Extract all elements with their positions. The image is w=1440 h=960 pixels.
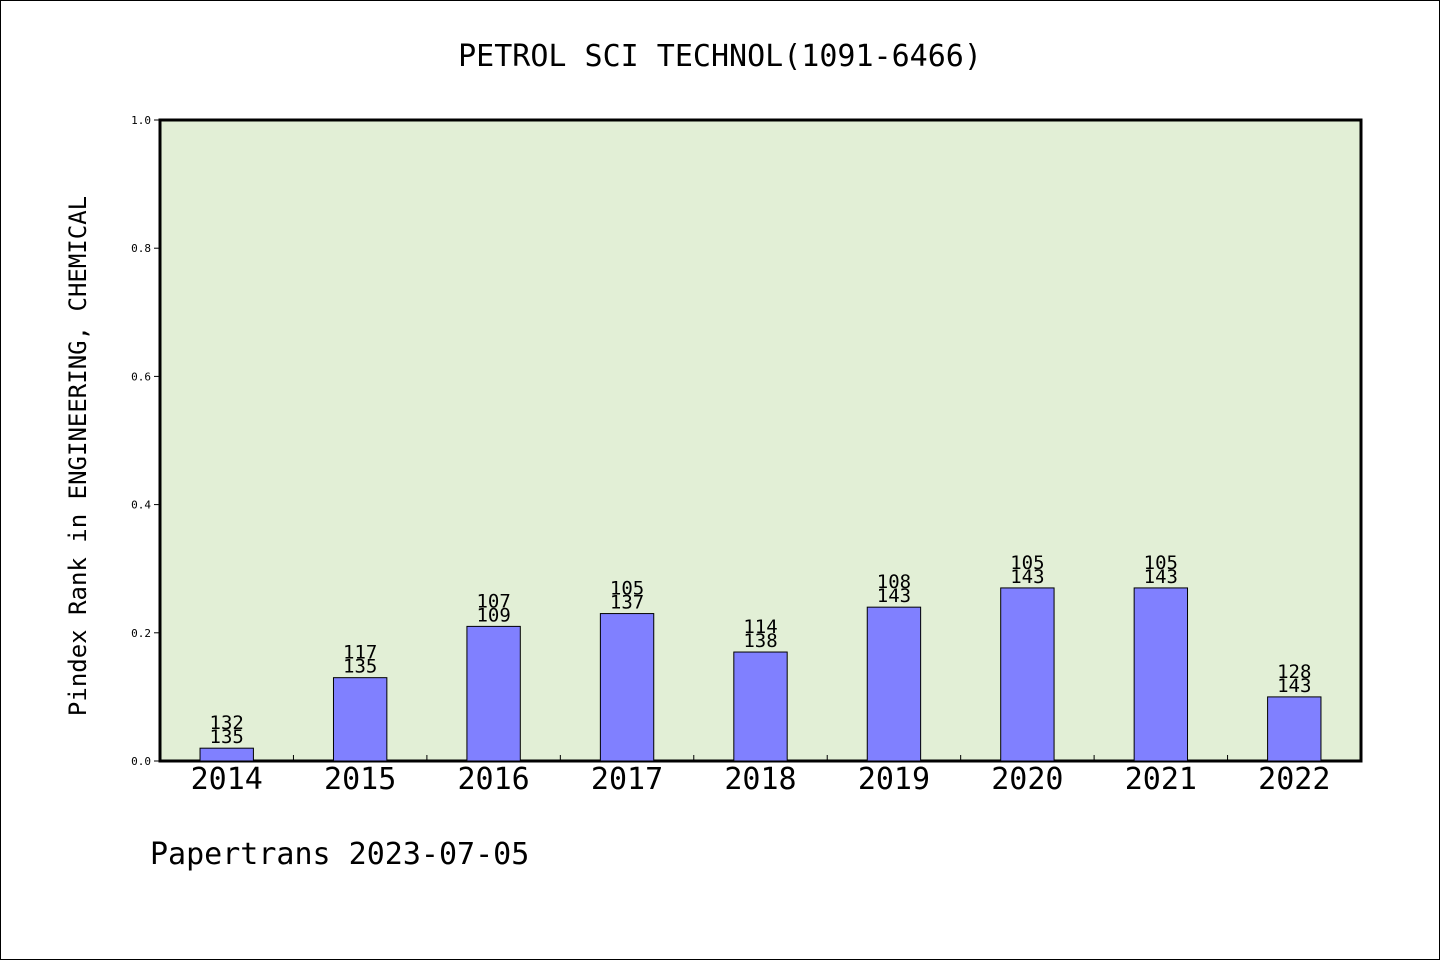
bar-total-label: 135	[343, 656, 377, 678]
y-tick-label: 0.8	[131, 242, 151, 255]
bar-2014	[199, 747, 254, 762]
footer-source-date: Papertrans 2023-07-05	[150, 837, 529, 872]
x-tick-label: 2016	[457, 762, 529, 797]
bar-total-label: 137	[610, 592, 644, 614]
x-tick-label: 2020	[991, 762, 1063, 797]
bar-rank-label: 105	[1010, 552, 1044, 574]
bar-2016	[466, 625, 521, 762]
bar-rank-label: 108	[877, 571, 911, 593]
y-tick-label: 0.2	[131, 627, 151, 640]
y-tick-label: 0.6	[131, 370, 151, 383]
y-tick-label: 1.0	[131, 114, 151, 127]
x-tick-label: 2022	[1258, 762, 1330, 797]
bar-2021	[1133, 587, 1189, 762]
x-tick-label: 2018	[724, 762, 796, 797]
bar-total-label: 135	[210, 726, 244, 748]
bar-total-label: 138	[743, 630, 777, 652]
bar-2017	[599, 613, 655, 762]
bar-total-label: 143	[1277, 675, 1311, 697]
bars-group: 1321351171351071091051371141381081431051…	[199, 552, 1322, 762]
bar-rank-label: 107	[476, 590, 510, 612]
bar-2019	[866, 606, 922, 762]
chart-title: PETROL SCI TECHNOL(1091-6466)	[458, 39, 982, 74]
bar-total-label: 109	[476, 604, 510, 626]
x-tick-label: 2021	[1125, 762, 1197, 797]
bar-rank-label: 128	[1277, 661, 1311, 683]
y-tick-label: 0.4	[131, 499, 151, 512]
bar-total-label: 143	[1144, 566, 1178, 588]
bar-2022	[1267, 696, 1322, 762]
y-axis-label: Pindex Rank in ENGINEERING, CHEMICAL	[64, 196, 92, 716]
bar-total-label: 143	[877, 585, 911, 607]
bar-rank-label: 117	[343, 642, 377, 664]
y-tick-label: 0.0	[131, 755, 151, 768]
x-tick-label: 2014	[191, 762, 263, 797]
bar-rank-label: 105	[1144, 552, 1178, 574]
bar-2015	[332, 677, 388, 762]
x-tick-label: 2015	[324, 762, 396, 797]
bar-rank-label: 105	[610, 578, 644, 600]
bar-rank-label: 114	[743, 616, 777, 638]
y-axis: 0.0 0.2 0.4 0.6 0.8 1.0	[131, 114, 160, 768]
bar-2020	[1000, 587, 1055, 762]
x-tick-label: 2017	[591, 762, 663, 797]
bar-rank-label: 132	[210, 712, 244, 734]
x-axis: 2014 2015 2016 2017 2018 2019 2020 2021 2022	[191, 755, 1330, 797]
bar-2018	[733, 651, 788, 762]
bar-total-label: 143	[1010, 566, 1044, 588]
x-tick-label: 2019	[858, 762, 930, 797]
